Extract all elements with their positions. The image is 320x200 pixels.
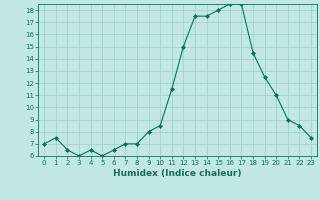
X-axis label: Humidex (Indice chaleur): Humidex (Indice chaleur) <box>113 169 242 178</box>
